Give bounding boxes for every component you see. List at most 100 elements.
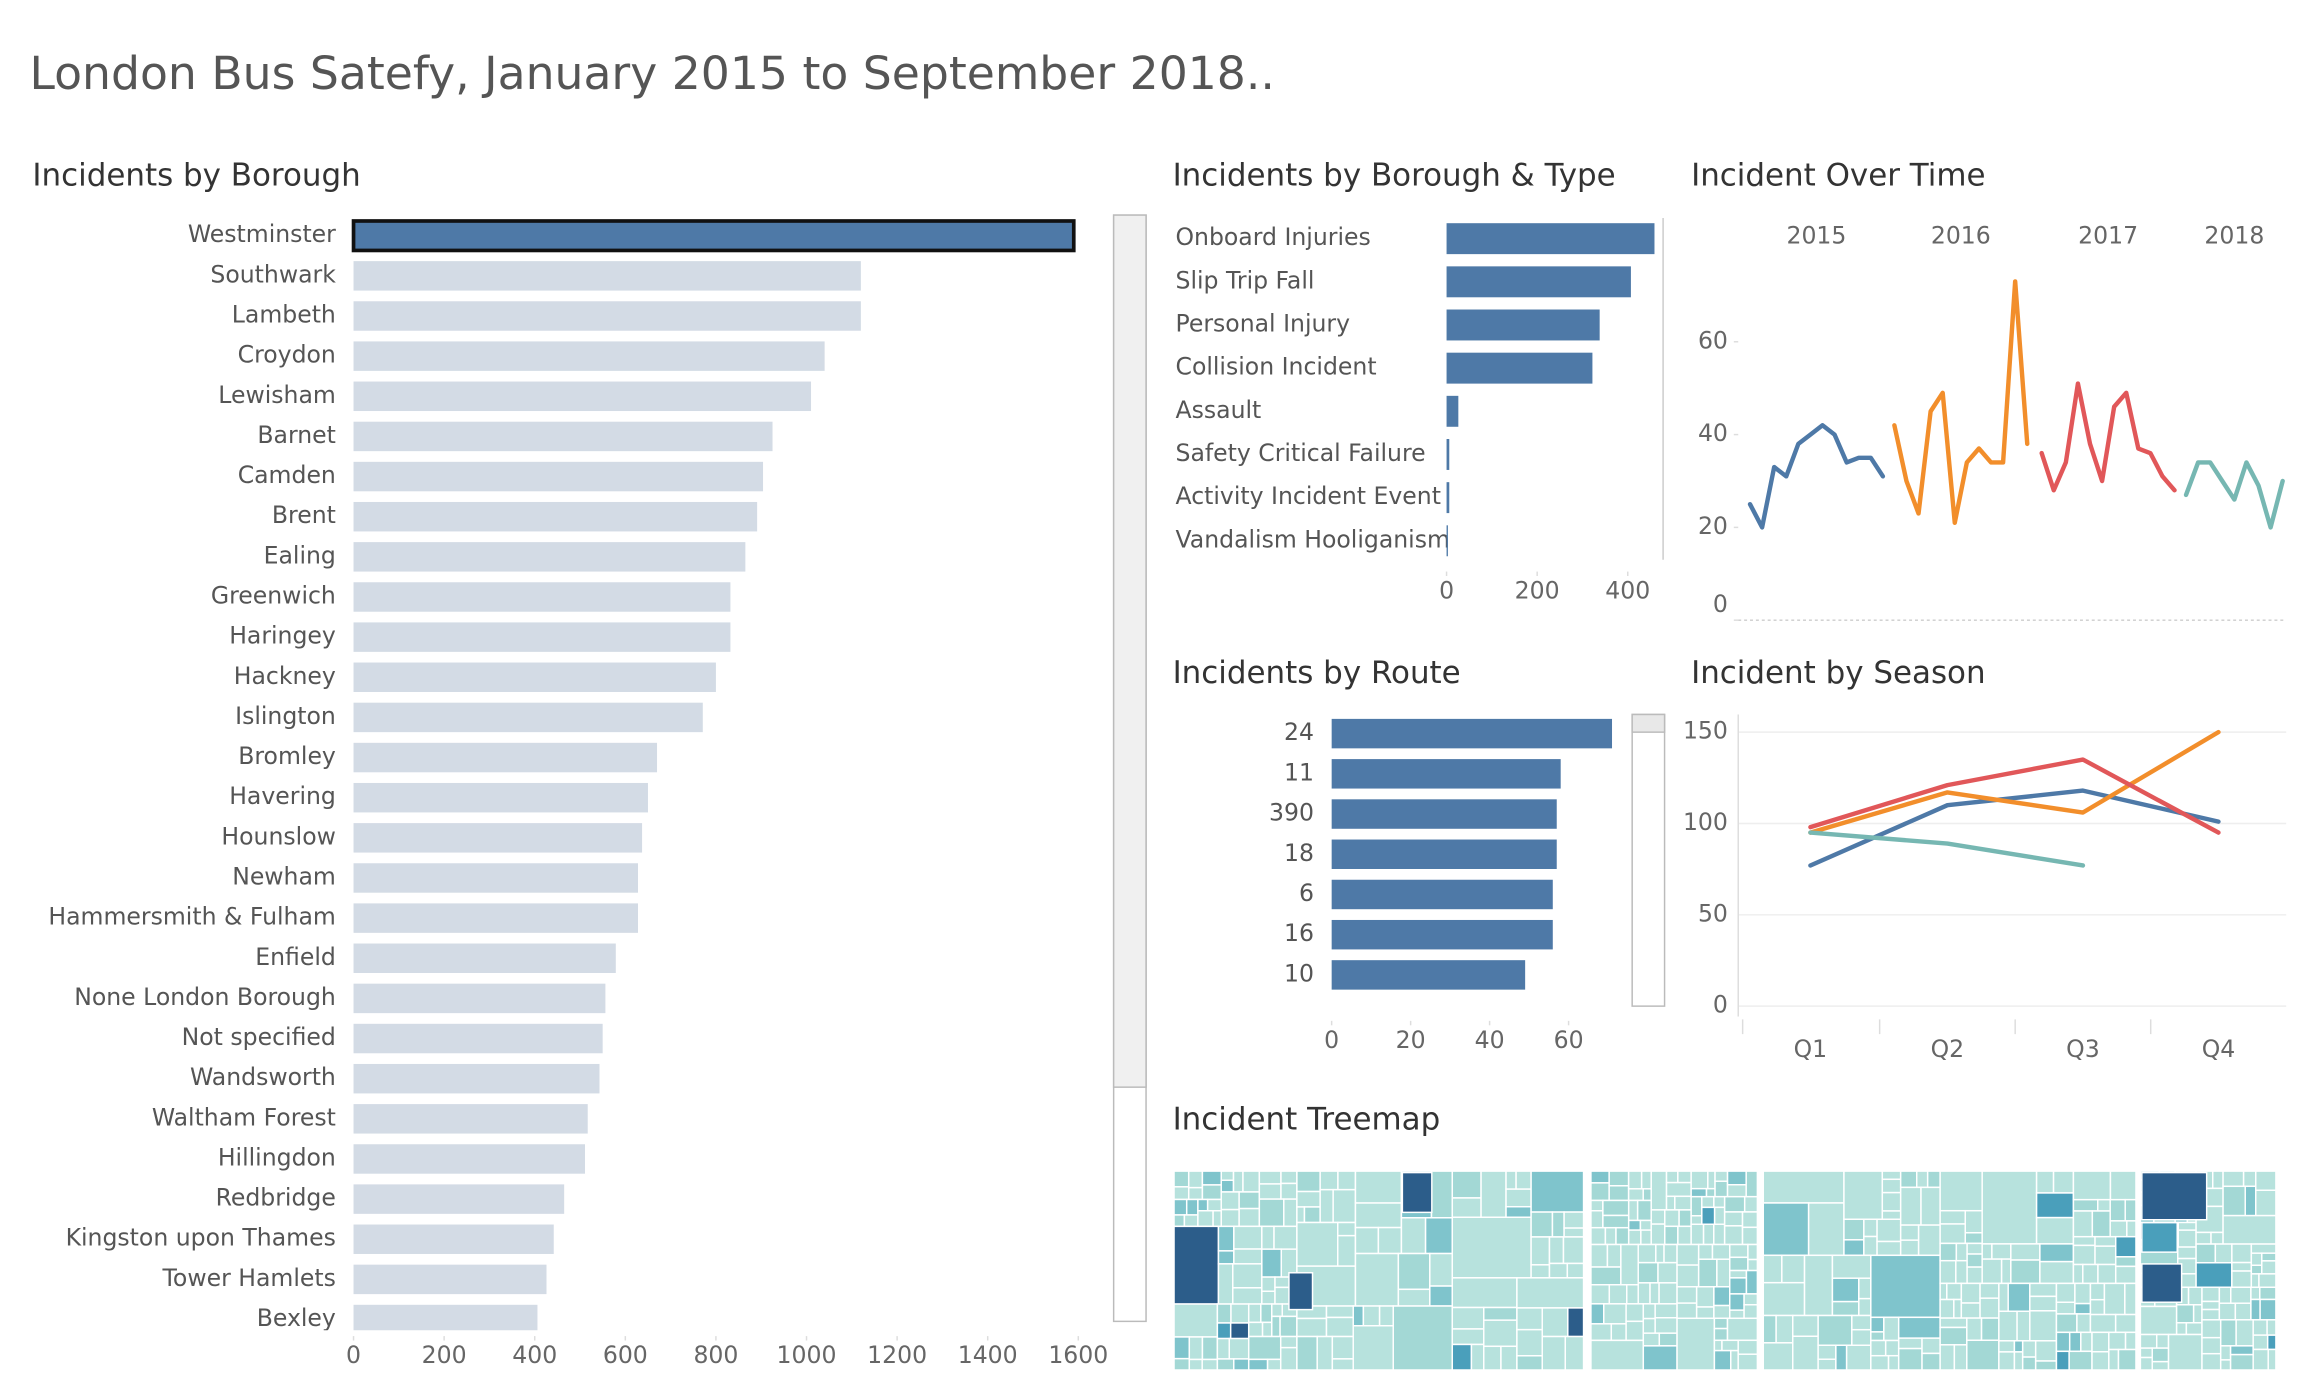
treemap-cell xyxy=(1915,1170,1929,1189)
treemap-cell xyxy=(1242,1170,1261,1193)
treemap-cell xyxy=(1185,1198,1199,1216)
treemap-cell xyxy=(1884,1339,1900,1357)
treemap-cell xyxy=(1480,1170,1507,1219)
treemap-cell xyxy=(1562,1236,1585,1265)
treemap-cell xyxy=(2010,1259,2041,1285)
treemap-cell xyxy=(1530,1211,1554,1238)
treemap-cell xyxy=(1729,1256,1749,1272)
treemap-cell xyxy=(2175,1304,2195,1324)
treemap-cell xyxy=(1979,1282,2000,1299)
scrollbar-thumb[interactable] xyxy=(1112,214,1147,1088)
category-label: 10 xyxy=(1284,959,1314,987)
treemap-cell xyxy=(1232,1263,1263,1289)
treemap-cell xyxy=(2252,1319,2268,1336)
treemap-cell xyxy=(1640,1229,1652,1246)
treemap-cell xyxy=(1897,1347,1923,1371)
treemap-cell xyxy=(1745,1269,1759,1295)
treemap-cell xyxy=(1966,1253,1983,1268)
treemap-cell xyxy=(1627,1229,1642,1246)
treemap-cell xyxy=(1843,1218,1865,1241)
treemap-cell xyxy=(2091,1331,2110,1353)
bar xyxy=(1446,352,1593,384)
treemap-cell xyxy=(2231,1261,2253,1272)
bar xyxy=(1331,839,1557,869)
treemap-cell xyxy=(2229,1353,2254,1371)
category-label: Vandalism Hooliganism xyxy=(1176,525,1450,553)
treemap-cell xyxy=(2259,1298,2277,1321)
category-label: 390 xyxy=(1269,799,1314,827)
treemap-cell xyxy=(1713,1195,1726,1209)
treemap-cell xyxy=(2219,1359,2232,1371)
treemap-cell xyxy=(1729,1269,1748,1279)
treemap-cell xyxy=(1939,1298,1955,1319)
treemap-cell xyxy=(1627,1219,1642,1231)
treemap-cell xyxy=(1212,1210,1222,1228)
treemap-cell xyxy=(1650,1223,1666,1246)
treemap-cell xyxy=(1991,1243,2012,1260)
treemap-cell xyxy=(2126,1220,2137,1238)
category-label: Bromley xyxy=(238,742,336,770)
treemap-cell xyxy=(1637,1261,1659,1284)
treemap-cell xyxy=(2094,1235,2117,1247)
treemap-cell xyxy=(2250,1298,2261,1321)
treemap-cell xyxy=(1238,1207,1261,1228)
treemap-cell xyxy=(2109,1198,2126,1222)
treemap-cell xyxy=(1876,1240,1902,1257)
treemap-cell xyxy=(1899,1170,1918,1189)
treemap-cell xyxy=(1303,1206,1321,1224)
treemap-cell xyxy=(2201,1352,2222,1371)
treemap-cell xyxy=(2139,1333,2158,1349)
treemap-cell xyxy=(1354,1252,1400,1307)
treemap-cell xyxy=(1714,1170,1729,1182)
treemap-cell xyxy=(1639,1219,1652,1231)
category-label: Croydon xyxy=(238,341,336,369)
treemap-cell xyxy=(2266,1319,2277,1336)
category-label: Waltham Forest xyxy=(152,1103,336,1131)
treemap-cell xyxy=(2242,1170,2257,1188)
category-label: Tower Hamlets xyxy=(162,1264,336,1292)
category-label: Islington xyxy=(235,702,336,730)
category-label: Barnet xyxy=(257,421,336,449)
treemap-cell xyxy=(1831,1300,1860,1317)
treemap-cell xyxy=(1325,1305,1354,1319)
treemap-cell xyxy=(1881,1210,1902,1221)
treemap-cell xyxy=(1615,1226,1630,1246)
treemap-cell xyxy=(1296,1190,1321,1208)
treemap-cell xyxy=(1711,1243,1731,1260)
treemap-cell xyxy=(1354,1170,1403,1204)
category-label: Havering xyxy=(229,782,336,810)
treemap-cell xyxy=(1216,1303,1232,1324)
treemap-cell xyxy=(1216,1337,1231,1360)
treemap-cell xyxy=(1676,1317,1716,1371)
treemap-cell xyxy=(1705,1187,1716,1198)
treemap-cell xyxy=(1188,1358,1203,1371)
treemap-cell xyxy=(1737,1339,1759,1355)
treemap-cell xyxy=(2114,1256,2137,1268)
treemap-cell xyxy=(2089,1282,2106,1301)
treemap-cell xyxy=(1608,1284,1628,1305)
treemap-cell xyxy=(1187,1170,1204,1189)
treemap-cell xyxy=(1713,1339,1723,1352)
treemap-cell xyxy=(1707,1170,1716,1190)
treemap-cell xyxy=(1217,1263,1234,1305)
treemap-cell xyxy=(2013,1351,2024,1371)
treemap-cell xyxy=(1979,1297,2000,1319)
x-tick-label: Q3 xyxy=(2066,1035,2100,1063)
treemap-cell xyxy=(2201,1336,2222,1355)
treemap-cell xyxy=(1258,1198,1285,1228)
treemap-cell xyxy=(1260,1303,1273,1324)
treemap-cell xyxy=(1515,1170,1532,1190)
bar xyxy=(353,1264,547,1295)
scrollbar[interactable] xyxy=(1631,713,1666,1007)
treemap-cell xyxy=(2255,1170,2277,1191)
treemap-cell xyxy=(1602,1199,1630,1217)
treemap-cell xyxy=(1238,1191,1261,1210)
treemap-cell xyxy=(1505,1188,1532,1208)
treemap-cell xyxy=(1831,1277,1860,1303)
treemap-cell xyxy=(1690,1170,1709,1190)
treemap-cell xyxy=(1280,1182,1298,1200)
scrollbar-thumb[interactable] xyxy=(1631,713,1666,733)
x-tick-label: 1400 xyxy=(958,1341,1018,1369)
category-label: Wandsworth xyxy=(190,1063,336,1091)
treemap-cell xyxy=(2252,1348,2269,1371)
